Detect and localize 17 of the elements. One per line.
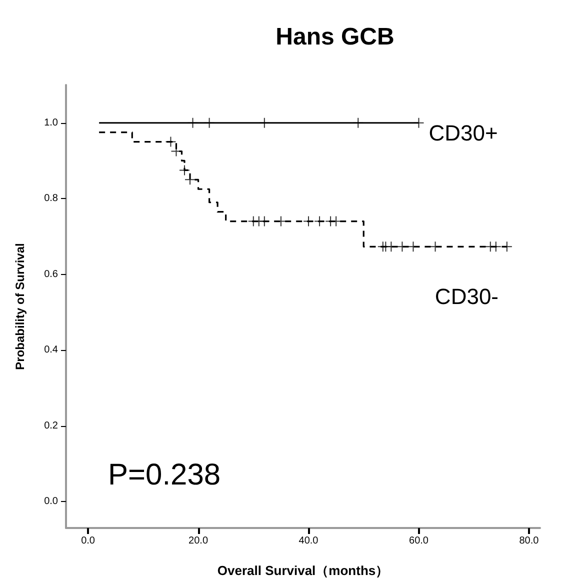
y-tick-label: 0.0	[44, 496, 58, 507]
y-axis-title: Probability of Survival	[13, 243, 27, 370]
y-tick-label: 0.4	[44, 344, 58, 356]
y-tick-label: 0.8	[44, 193, 58, 204]
chart-title: Hans GCB	[276, 24, 394, 50]
x-tick-label: 40.0	[298, 536, 319, 546]
series-label: CD30-	[434, 284, 499, 310]
x-tick-label: 60.0	[409, 536, 429, 546]
x-tick-label: 0.0	[81, 536, 96, 546]
y-tick-label: 0.6	[44, 268, 58, 280]
x-tick-label: 20.0	[188, 536, 208, 546]
annotation: P=0.238	[108, 458, 221, 492]
y-tick-label: 0.2	[44, 420, 58, 432]
series-label: CD30+	[428, 120, 498, 146]
y-tick-label: 1.0	[44, 117, 58, 128]
x-tick-label: 80.0	[519, 536, 540, 546]
x-axis-title: Overall Survival（months）	[217, 563, 389, 578]
